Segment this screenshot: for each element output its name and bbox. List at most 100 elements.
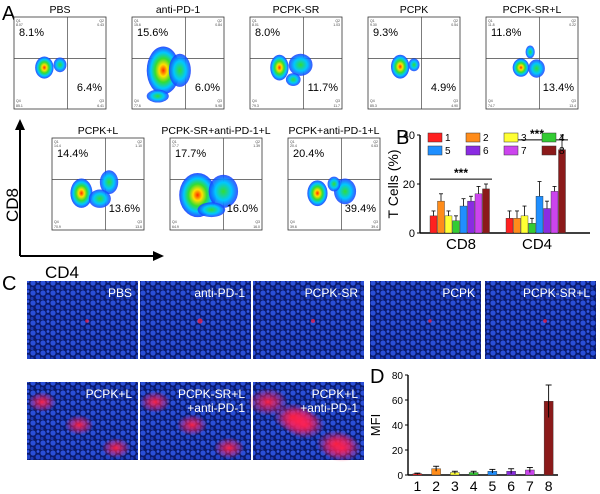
density-cloud bbox=[285, 73, 301, 86]
cd4-axis-label: CD4 bbox=[45, 263, 79, 282]
quadrant-ll-value: 64.9 bbox=[172, 225, 179, 229]
legend-label-3: 3 bbox=[521, 133, 527, 144]
quadrant-q4-tag: Q4 bbox=[488, 99, 493, 103]
quadrant-lower-right-percent: 13.4% bbox=[543, 82, 574, 94]
flow-plot-title: PCPK bbox=[400, 4, 429, 16]
bar-CD8-4 bbox=[452, 220, 460, 234]
image-tile bbox=[370, 281, 481, 359]
image-tile bbox=[140, 281, 251, 359]
legend-swatch-8 bbox=[541, 145, 557, 156]
quadrant-lr-value: 5.98 bbox=[215, 104, 222, 108]
flow-plot-title: PCPK+L bbox=[78, 125, 119, 137]
density-cloud bbox=[197, 202, 226, 218]
red-signal bbox=[85, 319, 89, 323]
fluorescence-image-3: PCPK-SR bbox=[253, 281, 364, 359]
density-cloud bbox=[70, 178, 93, 208]
legend-swatch-1 bbox=[427, 132, 443, 143]
flow-plot-3: PCPK-SR 8.0% 11.7% Q1 Q21.03 8.01 Q4 Q3 79.3 11.7 bbox=[249, 4, 343, 110]
y-tick-label: 0 bbox=[409, 228, 415, 240]
y-axis-label: T Cells (%) bbox=[385, 150, 401, 219]
legend-swatch-6 bbox=[465, 145, 481, 156]
bar-CD8-5 bbox=[459, 205, 468, 234]
quadrant-ll-value: 70.9 bbox=[54, 225, 61, 229]
quadrant-q2-tag: Q2 bbox=[373, 140, 378, 144]
quadrant-q3-tag: Q3 bbox=[571, 99, 576, 103]
quadrant-lr-value: 4.90 bbox=[451, 104, 458, 108]
quadrant-q4-tag: Q4 bbox=[370, 99, 375, 103]
quadrant-ul-value: 15.6 bbox=[134, 23, 141, 27]
bar-CD8-3 bbox=[444, 215, 453, 234]
y-axis-label: MFI bbox=[368, 414, 383, 436]
quadrant-q2-tag: Q2 bbox=[217, 19, 222, 23]
density-cloud bbox=[307, 180, 328, 207]
quadrant-lr-value: 13.6 bbox=[135, 225, 142, 229]
quadrant-q4-tag: Q4 bbox=[54, 220, 59, 224]
chart-b-tcells: 0 20 40T Cells (%) CD8 *** CD4 *** 1 2 3 4 5 6 7 8 bbox=[385, 127, 590, 253]
quadrant-q1-tag: Q1 bbox=[172, 140, 177, 144]
quadrant-q4-tag: Q4 bbox=[252, 99, 257, 103]
red-signal bbox=[139, 391, 171, 413]
quadrant-q3-tag: Q3 bbox=[373, 220, 378, 224]
bar-CD4-3 bbox=[520, 215, 529, 234]
density-cloud bbox=[327, 176, 341, 192]
image-label: anti-PD-1 bbox=[194, 286, 245, 300]
legend-swatch-4 bbox=[541, 132, 557, 143]
quadrant-q3-tag: Q3 bbox=[255, 220, 260, 224]
legend-swatch-7 bbox=[503, 145, 519, 156]
quadrant-lower-right-percent: 16.0% bbox=[227, 203, 258, 215]
quadrant-lower-right-percent: 4.9% bbox=[431, 82, 456, 94]
cd4-axis-arrow bbox=[20, 251, 164, 261]
quadrant-q2-tag: Q2 bbox=[571, 19, 576, 23]
legend-label-4: 4 bbox=[559, 133, 565, 144]
legend-label-8: 8 bbox=[559, 146, 565, 157]
quadrant-upper-left-percent: 17.7% bbox=[175, 148, 206, 160]
legend-swatch-5 bbox=[427, 145, 443, 156]
quadrant-q3-tag: Q3 bbox=[137, 220, 142, 224]
quadrant-upper-left-percent: 14.4% bbox=[57, 148, 88, 160]
quadrant-ur-value: 1.10 bbox=[135, 144, 142, 148]
quadrant-ll-value: 85.3 bbox=[370, 104, 377, 108]
panel-label-d: D bbox=[370, 366, 384, 388]
chart-d-mfi: 0 20 40 60 80 MFI 1 2 3 4 5 6 7 8 bbox=[368, 371, 558, 494]
x-tick-label: 6 bbox=[507, 478, 515, 494]
image-label: PCPK-SR bbox=[305, 286, 359, 300]
quadrant-q4-tag: Q4 bbox=[290, 220, 295, 224]
legend: 1 2 3 4 5 6 7 8 bbox=[427, 132, 565, 157]
quadrant-q2-tag: Q2 bbox=[453, 19, 458, 23]
image-label: PCPK+L +anti-PD-1 bbox=[300, 387, 358, 415]
category-label-CD4: CD4 bbox=[522, 236, 552, 253]
image-tile bbox=[485, 281, 596, 359]
quadrant-q1-tag: Q1 bbox=[252, 19, 257, 23]
density-cloud bbox=[88, 189, 111, 208]
density-cloud bbox=[35, 56, 54, 79]
fluorescence-image-6: PCPK+L bbox=[27, 382, 138, 460]
x-tick-label: 3 bbox=[451, 478, 459, 494]
image-label: PBS bbox=[108, 286, 132, 300]
density-cloud bbox=[528, 59, 545, 78]
bar-CD4-2 bbox=[513, 218, 521, 234]
quadrant-ll-value: 74.7 bbox=[488, 104, 495, 108]
quadrant-upper-left-percent: 8.1% bbox=[19, 27, 44, 39]
legend-swatch-2 bbox=[465, 132, 481, 143]
red-signal bbox=[543, 319, 547, 323]
quadrant-ul-value: 8.07 bbox=[16, 23, 23, 27]
quadrant-ur-value: 0.63 bbox=[371, 144, 378, 148]
density-cloud bbox=[288, 53, 313, 76]
quadrant-ul-value: 14.4 bbox=[54, 144, 61, 148]
quadrant-q3-tag: Q3 bbox=[217, 99, 222, 103]
x-tick-label: 4 bbox=[470, 478, 478, 494]
quadrant-ur-value: 0.22 bbox=[569, 23, 576, 27]
flow-plot-title: PCPK-SR+L bbox=[503, 4, 562, 16]
image-label: PCPK+L bbox=[86, 387, 133, 401]
fluorescence-image-4: PCPK bbox=[370, 281, 481, 359]
y-tick-label: 40 bbox=[392, 421, 404, 432]
flow-plot-1: PBS 8.1% 6.4% Q1 Q20.43 8.07 Q4 Q3 85.1 6.41 bbox=[13, 4, 107, 110]
red-signal bbox=[27, 391, 57, 413]
y-tick-label: 80 bbox=[392, 371, 404, 382]
flow-plot-6: PCPK+L 14.4% 13.6% Q1 Q21.10 14.4 Q4 Q3 70.9 13.6 bbox=[51, 125, 145, 231]
quadrant-ur-value: 0.84 bbox=[215, 23, 222, 27]
bar-CD8-2 bbox=[437, 200, 445, 234]
red-signal bbox=[273, 403, 313, 431]
